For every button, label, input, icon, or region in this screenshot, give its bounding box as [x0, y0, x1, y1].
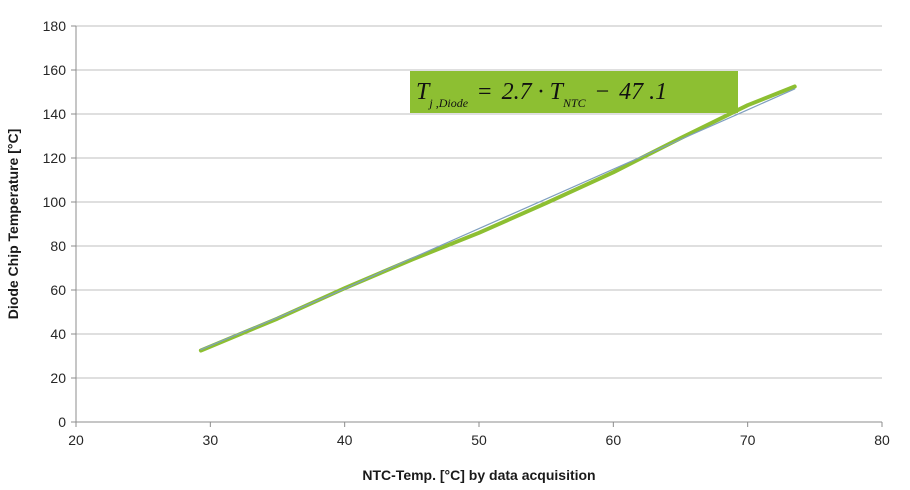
y-tick-label: 140 — [43, 106, 67, 122]
x-tick-label: 60 — [606, 432, 622, 448]
equation-lhs-subscript: j ,Diode — [429, 96, 469, 110]
x-tick-label: 80 — [874, 432, 890, 448]
x-tick-label: 30 — [203, 432, 219, 448]
y-tick-label: 40 — [50, 326, 66, 342]
series-lines — [198, 84, 797, 353]
x-tick-label: 50 — [471, 432, 487, 448]
equation-equals: = — [478, 79, 492, 105]
y-tick-label: 180 — [43, 18, 67, 34]
y-tick-label: 120 — [43, 150, 67, 166]
x-tick-label: 40 — [337, 432, 353, 448]
equation-minus: − — [595, 79, 610, 105]
series-line-thin — [200, 88, 796, 351]
x-tick-label: 70 — [740, 432, 756, 448]
y-tick-label: 60 — [50, 282, 66, 298]
x-tick-labels: 20 30 40 50 60 70 80 — [68, 432, 890, 448]
x-axis-title: NTC-Temp. [°C] by data acquisition — [362, 467, 595, 483]
gridlines — [76, 25, 882, 379]
y-tick-label: 20 — [50, 370, 66, 386]
y-tick-label: 100 — [43, 194, 67, 210]
y-tick-label: 160 — [43, 62, 67, 78]
equation-rhs-subscript: NTC — [562, 96, 586, 110]
y-tick-label: 0 — [58, 414, 66, 430]
equation-intercept: 47 .1 — [619, 79, 668, 105]
equation-box: Tj ,Diode = 2.7 · TNTC −47 .1 — [410, 71, 738, 113]
y-tick-label: 80 — [50, 238, 66, 254]
x-tick-label: 20 — [68, 432, 84, 448]
y-axis-title: Diode Chip Temperature [°C] — [5, 129, 21, 319]
axes — [71, 25, 883, 427]
y-tick-labels: 0 20 40 60 80 100 120 140 160 180 — [43, 18, 67, 430]
equation-coefficient: 2.7 · T — [501, 79, 563, 105]
equation-lhs-symbol: T — [416, 79, 430, 105]
